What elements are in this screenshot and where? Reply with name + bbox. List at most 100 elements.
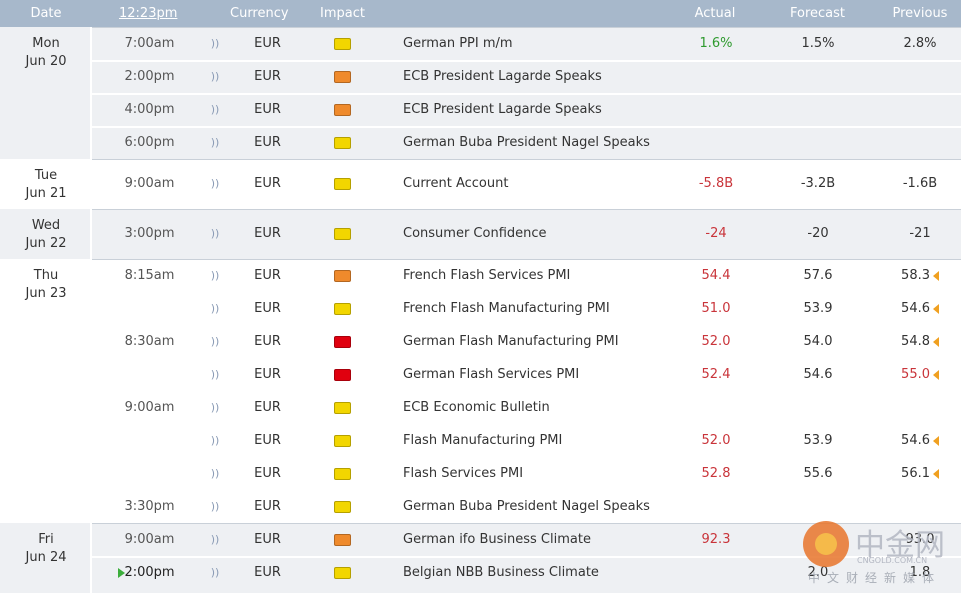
header-time[interactable]: 12:23pm: [119, 6, 178, 21]
event-previous: 54.6: [901, 301, 930, 316]
event-currency: EUR: [254, 367, 281, 382]
event-title[interactable]: German ifo Business Climate: [403, 532, 591, 547]
row-separator: [92, 490, 961, 492]
detail-icon: )): [210, 136, 220, 149]
event-title[interactable]: Belgian NBB Business Climate: [403, 565, 599, 580]
revised-marker: [933, 369, 939, 380]
day-group: [0, 159, 961, 209]
event-title[interactable]: ECB President Lagarde Speaks: [403, 69, 602, 84]
impact-icon: [334, 368, 351, 381]
event-time: 9:00am: [124, 532, 175, 547]
event-title[interactable]: ECB Economic Bulletin: [403, 400, 550, 415]
header-date: Date: [30, 6, 62, 21]
event-title[interactable]: German Buba President Nagel Speaks: [403, 499, 650, 514]
detail-icon: )): [210, 302, 220, 315]
event-currency: EUR: [254, 69, 281, 84]
event-previous: 58.3: [901, 268, 930, 283]
detail-icon: )): [210, 566, 220, 579]
event-forecast: 55.6: [803, 466, 833, 481]
detail-icon: )): [210, 335, 220, 348]
header-forecast: Forecast: [789, 6, 845, 21]
impact-icon: [334, 178, 351, 190]
watermark-url: CNGOLD.COM.CN: [857, 556, 928, 565]
date-cell: [0, 27, 92, 159]
impact-icon: [334, 302, 351, 315]
detail-icon: )): [210, 467, 220, 480]
event-previous: 1.8: [909, 565, 931, 580]
event-previous: -21: [909, 226, 931, 241]
revised-marker: [933, 435, 939, 446]
event-title[interactable]: French Flash Manufacturing PMI: [403, 301, 610, 316]
impact-icon: [334, 467, 351, 480]
day-date: Jun 24: [25, 550, 67, 565]
event-title[interactable]: ECB President Lagarde Speaks: [403, 102, 602, 117]
revised-marker: [933, 303, 939, 314]
header-previous: Previous: [892, 6, 948, 21]
event-time: 2:00pm: [124, 69, 175, 84]
revised-marker: [933, 336, 939, 347]
upcoming-marker: [118, 567, 125, 578]
event-title[interactable]: Consumer Confidence: [403, 226, 547, 241]
event-previous: 56.1: [901, 466, 930, 481]
day-group: [0, 523, 961, 593]
day-group: [0, 209, 961, 259]
day-name: Thu: [33, 268, 59, 283]
impact-icon: [334, 70, 351, 83]
event-currency: EUR: [254, 135, 281, 150]
detail-icon: )): [210, 103, 220, 116]
header-currency: Currency: [230, 6, 289, 21]
event-currency: EUR: [254, 301, 281, 316]
event-currency: EUR: [254, 466, 281, 481]
event-currency: EUR: [254, 400, 281, 415]
event-currency: EUR: [254, 499, 281, 514]
event-time: 3:00pm: [124, 226, 175, 241]
impact-icon: [334, 500, 351, 513]
date-cell: [0, 523, 92, 593]
event-forecast: 2.0: [807, 565, 829, 580]
event-previous: -1.6B: [902, 176, 938, 191]
event-previous: 54.6: [901, 433, 930, 448]
event-forecast: 54.0: [803, 334, 833, 349]
event-title[interactable]: German Buba President Nagel Speaks: [403, 135, 650, 150]
detail-icon: )): [210, 269, 220, 282]
event-title[interactable]: German PPI m/m: [403, 36, 513, 51]
event-currency: EUR: [254, 268, 281, 283]
impact-icon: [334, 37, 351, 50]
event-actual: 52.4: [701, 367, 731, 382]
date-cell: [0, 209, 92, 259]
day-date: Jun 23: [25, 286, 67, 301]
event-currency: EUR: [254, 532, 281, 547]
event-title[interactable]: Current Account: [403, 176, 509, 191]
event-currency: EUR: [254, 565, 281, 580]
row-separator: [92, 126, 961, 128]
event-time: 7:00am: [124, 36, 175, 51]
detail-icon: )): [210, 434, 220, 447]
event-actual: 51.0: [701, 301, 731, 316]
event-title[interactable]: German Flash Manufacturing PMI: [403, 334, 619, 349]
watermark-name: 中金网: [855, 528, 945, 563]
event-forecast: -3.2B: [800, 176, 836, 191]
event-time: 8:15am: [124, 268, 175, 283]
event-currency: EUR: [254, 226, 281, 241]
row-separator: [92, 391, 961, 393]
event-title[interactable]: Flash Manufacturing PMI: [403, 433, 563, 448]
event-previous: 93.0: [905, 532, 935, 547]
event-forecast: 57.6: [803, 268, 833, 283]
watermark-logo-inner: [815, 533, 837, 555]
event-time: 3:30pm: [124, 499, 175, 514]
event-forecast: 54.6: [803, 367, 833, 382]
row-separator: [92, 325, 961, 327]
day-name: Fri: [38, 532, 54, 547]
day-name: Mon: [32, 36, 60, 51]
row-separator: [92, 60, 961, 62]
event-time: 4:00pm: [124, 102, 175, 117]
event-title[interactable]: Flash Services PMI: [403, 466, 524, 481]
event-time: 6:00pm: [124, 135, 175, 150]
detail-icon: )): [210, 37, 220, 50]
event-title[interactable]: German Flash Services PMI: [403, 367, 580, 382]
event-actual: 54.4: [701, 268, 731, 283]
day-date: Jun 21: [25, 186, 67, 201]
event-actual: -24: [705, 226, 727, 241]
event-title[interactable]: French Flash Services PMI: [403, 268, 571, 283]
